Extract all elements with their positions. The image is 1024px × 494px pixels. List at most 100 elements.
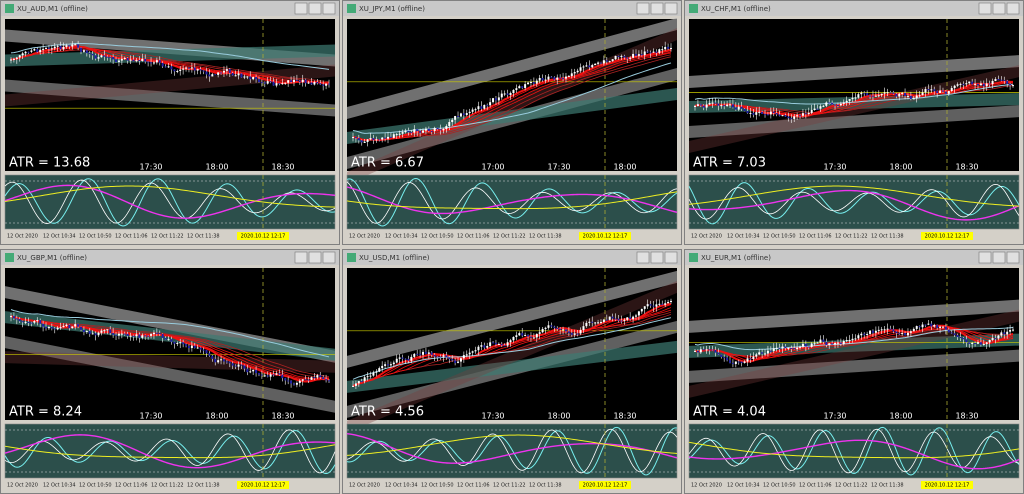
- candle-body: [877, 95, 880, 97]
- candle-body: [100, 330, 103, 333]
- candle-body: [106, 56, 109, 58]
- minimize-button[interactable]: [294, 251, 308, 264]
- candle-body: [202, 70, 205, 72]
- candle-body: [726, 357, 729, 361]
- candle-body: [696, 104, 699, 106]
- candle-body: [605, 60, 608, 62]
- candle-body: [144, 58, 147, 62]
- candle-body: [608, 61, 611, 63]
- candle-body: [573, 72, 576, 74]
- close-button[interactable]: [664, 2, 678, 15]
- candle-body: [717, 352, 720, 355]
- candle-body: [883, 92, 886, 94]
- candle-body: [272, 81, 275, 86]
- close-button[interactable]: [1006, 251, 1020, 264]
- candle-body: [255, 369, 258, 374]
- window-icon: [5, 4, 14, 13]
- candle-body: [953, 333, 956, 336]
- moving-average: [352, 50, 672, 141]
- minimize-button[interactable]: [294, 2, 308, 15]
- candle-body: [1003, 332, 1006, 335]
- maximize-button[interactable]: [650, 251, 664, 264]
- candle-body: [211, 355, 214, 359]
- candle-body: [97, 332, 100, 336]
- candle-body: [147, 61, 150, 63]
- candle-body: [27, 51, 30, 53]
- maximize-button[interactable]: [992, 251, 1006, 264]
- close-button[interactable]: [322, 251, 336, 264]
- candle-body: [778, 347, 781, 349]
- candle-body: [912, 98, 915, 100]
- minimize-button[interactable]: [636, 251, 650, 264]
- candle-body: [979, 83, 982, 86]
- candle-body: [813, 343, 816, 345]
- chart-window[interactable]: XU_AUD,M1 (offline) ATR = 13.68 17:30 18:00…: [0, 0, 340, 245]
- candle-body: [755, 112, 758, 115]
- candle-body: [775, 347, 778, 349]
- axis-label: 12 Oct 10:34: [43, 483, 76, 489]
- candle-body: [506, 93, 509, 95]
- candle-body: [898, 93, 901, 97]
- candle-body: [597, 322, 600, 324]
- maximize-button[interactable]: [650, 2, 664, 15]
- candle-body: [185, 67, 188, 69]
- atr-label: ATR = 13.68: [9, 156, 90, 171]
- maximize-button[interactable]: [992, 2, 1006, 15]
- minimize-button[interactable]: [978, 251, 992, 264]
- window-icon: [689, 253, 698, 262]
- candle-body: [304, 379, 307, 381]
- candle-body: [646, 51, 649, 53]
- candle-body: [419, 353, 422, 355]
- candle-body: [231, 363, 234, 366]
- candle-body: [120, 58, 123, 61]
- candle-body: [956, 335, 959, 338]
- chart-window[interactable]: XU_JPY,M1 (offline) ATR = 6.67 17:00 17:30 1…: [342, 0, 682, 245]
- axis-label: 12 Oct 11:22: [151, 234, 184, 240]
- channel-band: [5, 336, 335, 413]
- candle-body: [874, 330, 877, 333]
- maximize-button[interactable]: [308, 251, 322, 264]
- candle-body: [42, 323, 45, 327]
- candle-body: [196, 347, 199, 349]
- candle-body: [21, 321, 24, 323]
- candle-body: [82, 50, 85, 52]
- candle-body: [778, 114, 781, 116]
- close-button[interactable]: [322, 2, 336, 15]
- oscillator-line: [688, 189, 1020, 221]
- chart-window[interactable]: XU_GBP,M1 (offline) ATR = 8.24 17:30 18:00 1…: [0, 249, 340, 494]
- candle-body: [278, 83, 281, 85]
- chart-window[interactable]: XU_USD,M1 (offline) ATR = 4.56 17:30 18:00 1…: [342, 249, 682, 494]
- close-button[interactable]: [1006, 2, 1020, 15]
- candle-body: [246, 368, 249, 373]
- maximize-button[interactable]: [308, 2, 322, 15]
- candle-body: [863, 92, 866, 94]
- candle-body: [12, 316, 15, 319]
- indicator-panel: [4, 423, 336, 479]
- close-button[interactable]: [664, 251, 678, 264]
- candle-body: [471, 109, 474, 112]
- candle-body: [971, 342, 974, 344]
- candle-body: [45, 326, 48, 329]
- candle-body: [301, 379, 304, 381]
- window-icon: [347, 4, 356, 13]
- candle-body: [91, 53, 94, 56]
- candle-body: [781, 346, 784, 349]
- chart-window[interactable]: XU_EUR,M1 (offline) ATR = 4.04 17:30 18:00 1…: [684, 249, 1024, 494]
- candle-body: [889, 92, 892, 94]
- candle-body: [927, 323, 930, 325]
- candle-body: [819, 106, 822, 109]
- minimize-button[interactable]: [978, 2, 992, 15]
- candle-body: [971, 81, 974, 85]
- time-label: 18:00: [613, 163, 636, 172]
- minimize-button[interactable]: [636, 2, 650, 15]
- candle-body: [506, 342, 509, 346]
- candle-body: [594, 322, 597, 324]
- candle-body: [694, 105, 696, 107]
- candle-body: [85, 331, 88, 333]
- candle-body: [234, 75, 237, 77]
- candle-body: [100, 55, 103, 58]
- candle-body: [740, 106, 743, 109]
- candle-body: [389, 136, 392, 138]
- chart-window[interactable]: XU_CHF,M1 (offline) ATR = 7.03 17:30 18:00 1…: [684, 0, 1024, 245]
- atr-label: ATR = 4.56: [351, 405, 424, 420]
